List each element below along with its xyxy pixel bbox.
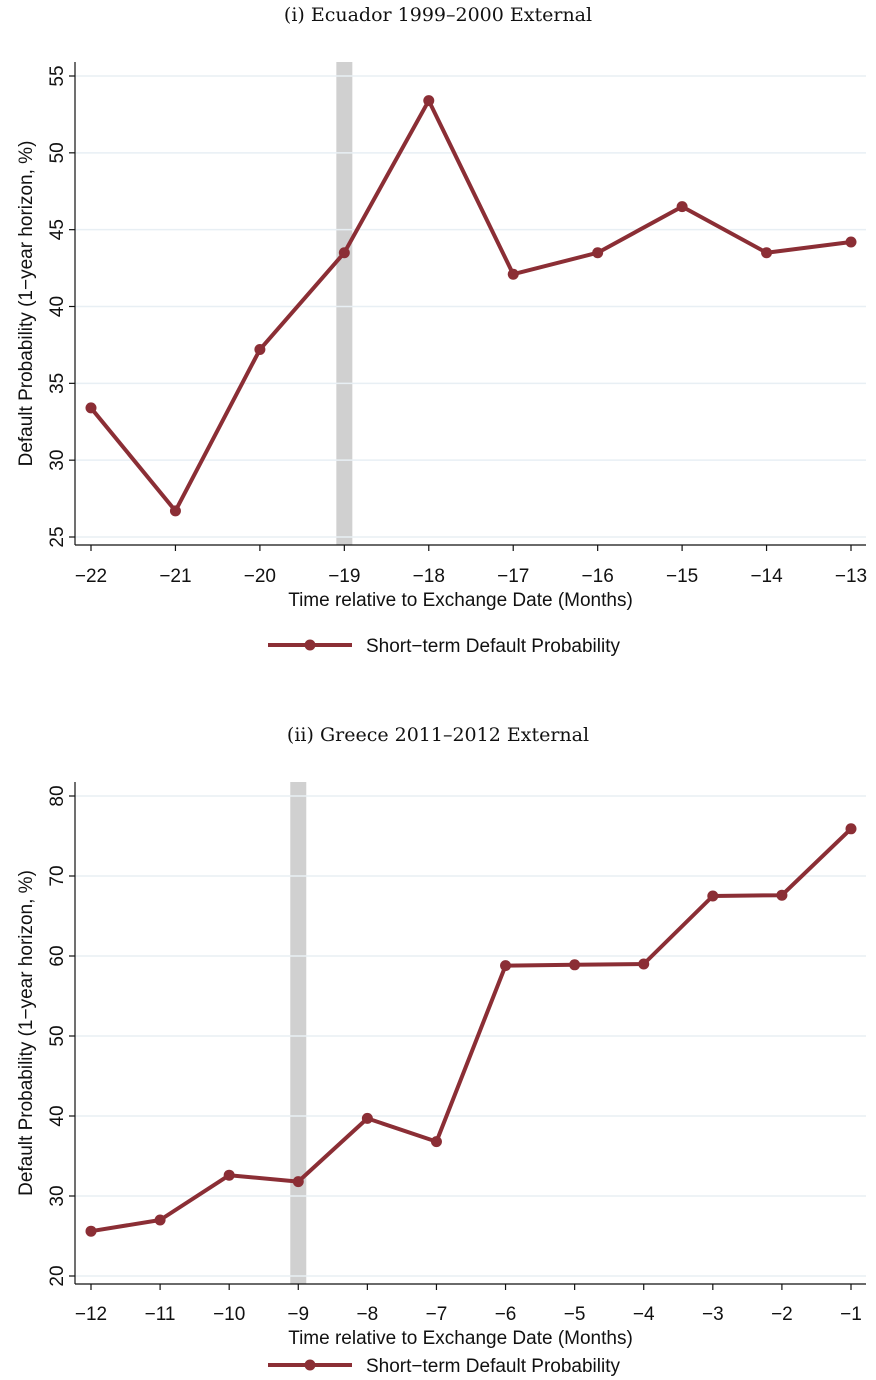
chart-1-y-tick-label-6: 55 xyxy=(47,65,68,86)
chart-2-data-point-7 xyxy=(569,959,581,971)
chart-2-data-point-6 xyxy=(500,960,512,972)
chart-2-y-tick-label-6: 80 xyxy=(47,785,68,806)
chart-1-data-point-5 xyxy=(507,268,519,280)
chart-2-x-tick-label-8: −4 xyxy=(633,1304,655,1325)
chart-2-data-point-4 xyxy=(361,1112,373,1124)
chart-2-data-point-10 xyxy=(776,889,788,901)
chart-1-legend-label: Short−term Default Probability xyxy=(366,636,620,657)
chart-1-x-tick-label-2: −20 xyxy=(244,566,276,587)
chart-1-y-tick-label-5: 50 xyxy=(47,142,68,163)
chart-2-y-tick-label-0: 20 xyxy=(47,1265,68,1286)
chart-1-x-tick-label-4: −18 xyxy=(413,566,445,587)
chart-1-data-point-3 xyxy=(338,247,350,259)
chart-2-x-tick-label-2: −10 xyxy=(213,1304,245,1325)
chart-1-title: (i) Ecuador 1999–2000 External xyxy=(283,4,593,26)
chart-2-x-tick-label-5: −7 xyxy=(426,1304,448,1325)
chart-2-x-tick-label-10: −2 xyxy=(771,1304,793,1325)
chart-1-y-tick-label-0: 25 xyxy=(47,526,68,547)
chart-1-highlight-band xyxy=(336,62,353,545)
chart-1-data-point-2 xyxy=(254,344,266,356)
chart-2-data-point-0 xyxy=(85,1225,97,1237)
chart-2-title: (ii) Greece 2011–2012 External xyxy=(286,724,590,746)
chart-2-y-tick-label-2: 40 xyxy=(47,1105,68,1126)
chart-2-x-tick-label-9: −3 xyxy=(702,1304,724,1325)
chart-2-data-point-11 xyxy=(845,823,857,835)
chart-1-x-tick-label-5: −17 xyxy=(497,566,529,587)
chart-1-y-tick-label-3: 40 xyxy=(47,296,68,317)
chart-2-x-axis-label: Time relative to Exchange Date (Months) xyxy=(288,1328,633,1349)
chart-2-y-axis-label: Default Probability (1−year horizon, %) xyxy=(16,870,37,1196)
chart-2-data-point-3 xyxy=(292,1176,304,1188)
chart-1-data-point-1 xyxy=(169,505,181,517)
chart-1-data-point-6 xyxy=(592,247,604,259)
chart-1-data-point-9 xyxy=(845,236,857,248)
chart-1-series-line xyxy=(89,98,852,513)
chart-1-y-tick-label-4: 45 xyxy=(47,219,68,240)
chart-1-data-point-0 xyxy=(85,402,97,414)
chart-1-x-tick-label-3: −19 xyxy=(328,566,360,587)
chart-1-y-axis-label: Default Probability (1−year horizon, %) xyxy=(16,141,37,467)
chart-2-x-tick-label-1: −11 xyxy=(145,1304,176,1325)
chart-1-x-tick-label-8: −14 xyxy=(750,566,783,587)
chart-1-x-tick-label-0: −22 xyxy=(75,566,107,587)
chart-2-x-tick-label-11: −1 xyxy=(840,1304,862,1325)
chart-1-y-tick-label-2: 35 xyxy=(47,373,68,394)
chart-2-x-tick-label-6: −6 xyxy=(495,1304,517,1325)
chart-2-y-tick-label-4: 60 xyxy=(47,945,68,966)
chart-1-x-axis-label: Time relative to Exchange Date (Months) xyxy=(288,590,633,611)
chart-1: 25 30 35 40 45 50 55 −22 −21 −20 −19 −18 −17 −16 −15 −1… xyxy=(16,62,867,657)
chart-2-data-point-1 xyxy=(154,1214,166,1226)
chart-2: 20 30 40 50 60 70 80 −12 −11 −10 −9 −8 −7 −6 −5 −4 −3 −2 −… xyxy=(16,782,866,1377)
chart-1-x-tick-label-7: −15 xyxy=(666,566,698,587)
chart-1-data-point-7 xyxy=(676,201,688,213)
chart-2-legend-label: Short−term Default Probability xyxy=(366,1356,620,1377)
chart-2-x-tick-label-4: −8 xyxy=(357,1304,379,1325)
chart-2-data-point-8 xyxy=(638,958,650,970)
chart-2-data-point-5 xyxy=(430,1136,442,1148)
chart-1-x-tick-label-9: −13 xyxy=(835,566,867,587)
chart-1-x-tick-label-1: −21 xyxy=(159,566,191,587)
chart-2-highlight-band xyxy=(290,782,307,1284)
chart-2-data-point-9 xyxy=(707,890,719,902)
chart-2-y-tick-label-3: 50 xyxy=(47,1025,68,1046)
chart-1-data-point-4 xyxy=(423,95,435,107)
chart-2-data-point-2 xyxy=(223,1169,235,1181)
chart-2-y-tick-label-5: 70 xyxy=(47,865,68,886)
chart-2-x-tick-label-0: −12 xyxy=(75,1304,107,1325)
chart-2-x-tick-label-7: −5 xyxy=(564,1304,586,1325)
chart-1-data-point-8 xyxy=(761,247,773,259)
chart-2-series-line xyxy=(90,827,853,1234)
chart-2-y-tick-label-1: 30 xyxy=(47,1185,68,1206)
chart-1-x-tick-label-6: −16 xyxy=(582,566,614,587)
chart-1-y-tick-label-1: 30 xyxy=(47,450,68,471)
chart-1-legend-marker xyxy=(304,639,316,651)
chart-2-legend-marker xyxy=(304,1359,316,1371)
chart-2-x-tick-label-3: −9 xyxy=(287,1304,309,1325)
